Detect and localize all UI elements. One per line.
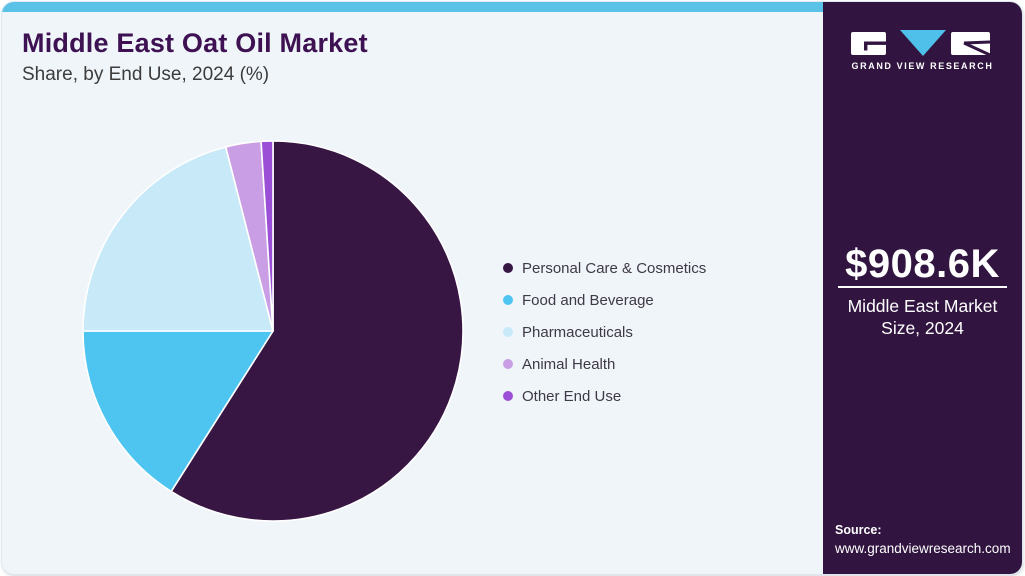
pie-slice-4 [260,140,274,332]
legend-swatch [503,295,513,305]
legend-label: Animal Health [522,355,616,373]
market-size-divider [838,286,1007,288]
legend-item: Food and Beverage [503,284,706,316]
gvr-logo-icon [851,30,991,57]
legend-item: Personal Care & Cosmetics [503,252,706,284]
accent-bar [2,2,823,12]
legend-swatch [503,391,513,401]
page-title: Middle East Oat Oil Market [22,28,368,58]
legend-swatch [503,263,513,273]
legend-item: Other End Use [503,380,706,412]
pie-slice-0 [170,140,464,522]
legend-label: Food and Beverage [522,291,654,309]
source-url: www.grandviewresearch.com [835,541,1011,556]
source-label: Source: [835,523,882,537]
source-block: Source: www.grandviewresearch.com [835,523,1011,556]
legend-item: Pharmaceuticals [503,316,706,348]
chart-panel: Middle East Oat Oil Market Share, by End… [2,2,823,574]
legend-swatch [503,327,513,337]
page-subtitle: Share, by End Use, 2024 (%) [22,64,270,85]
legend-item: Animal Health [503,348,706,380]
legend-label: Pharmaceuticals [522,323,633,341]
sidebar: GRAND VIEW RESEARCH $908.6K Middle East … [823,2,1022,574]
pie-chart [82,140,464,522]
title-block: Middle East Oat Oil Market Share, by End… [22,28,368,86]
pie-slice-2 [82,146,274,332]
chart-legend: Personal Care & Cosmetics Food and Bever… [503,252,706,412]
market-size-value: $908.6K [845,242,1000,286]
legend-label: Other End Use [522,387,622,405]
legend-label: Personal Care & Cosmetics [522,259,707,277]
pie-slice-1 [82,330,274,493]
brand-name: GRAND VIEW RESEARCH [851,61,994,71]
market-size-label: Middle East Market Size, 2024 [847,296,998,338]
legend-swatch [503,359,513,369]
